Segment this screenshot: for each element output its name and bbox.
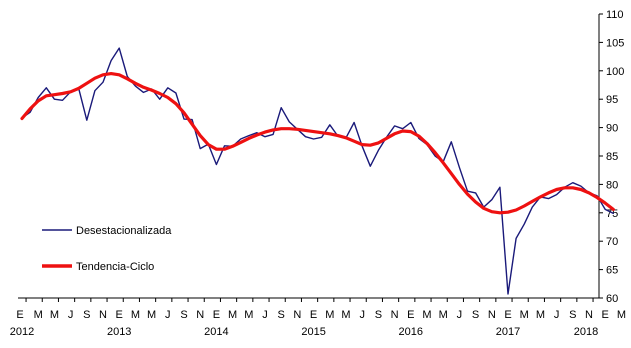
x-month-label: M xyxy=(131,309,140,321)
y-tick-label: 80 xyxy=(606,179,618,191)
x-month-label: M xyxy=(439,309,448,321)
y-tick-label: 65 xyxy=(606,265,618,277)
x-month-label: E xyxy=(310,309,317,321)
y-tick-label: 105 xyxy=(606,37,624,49)
x-month-label: E xyxy=(213,309,220,321)
x-month-label: M xyxy=(617,309,626,321)
x-month-label: E xyxy=(602,309,609,321)
series-layer xyxy=(20,47,615,295)
legend: Desestacionalizada Tendencia-Ciclo xyxy=(42,225,172,273)
x-month-label: E xyxy=(407,309,414,321)
x-year-label: 2017 xyxy=(496,326,520,338)
series-line-desestacionalizada xyxy=(21,47,614,295)
x-month-label: M xyxy=(244,309,253,321)
x-year-label: 2015 xyxy=(301,326,325,338)
y-tick-label: 100 xyxy=(606,66,624,78)
x-month-label: M xyxy=(520,309,529,321)
y-tick-label: 85 xyxy=(606,151,618,163)
x-month-label: J xyxy=(68,309,74,321)
x-month-label: E xyxy=(116,309,123,321)
x-year-label: 2013 xyxy=(107,326,131,338)
x-month-label: M xyxy=(341,309,350,321)
legend-label-desestacionalizada: Desestacionalizada xyxy=(76,225,172,237)
x-month-label: M xyxy=(228,309,237,321)
x-month-label: S xyxy=(180,309,187,321)
y-tick-label: 70 xyxy=(606,236,618,248)
x-year-label: 2012 xyxy=(10,326,34,338)
legend-label-tendencia-ciclo: Tendencia-Ciclo xyxy=(76,261,154,273)
x-year-label: 2014 xyxy=(204,326,228,338)
x-year-label: 2016 xyxy=(399,326,423,338)
x-month-label: N xyxy=(196,309,204,321)
x-month-label: M xyxy=(325,309,334,321)
x-month-label: N xyxy=(99,309,107,321)
y-tick-label: 110 xyxy=(606,9,624,21)
y-tick-label: 90 xyxy=(606,123,618,135)
x-month-label: J xyxy=(457,309,463,321)
series-line-tendencia-ciclo xyxy=(20,71,615,215)
x-month-label: N xyxy=(488,309,496,321)
x-month-label: S xyxy=(472,309,479,321)
y-tick-label: 60 xyxy=(606,293,618,305)
x-month-label: M xyxy=(147,309,156,321)
x-month-label: J xyxy=(262,309,268,321)
x-month-label: J xyxy=(554,309,560,321)
x-month-label: N xyxy=(391,309,399,321)
x-month-label: J xyxy=(165,309,171,321)
x-month-label: M xyxy=(50,309,59,321)
x-month-label: M xyxy=(536,309,545,321)
x-month-label: M xyxy=(422,309,431,321)
x-month-label: S xyxy=(375,309,382,321)
x-month-label: M xyxy=(34,309,43,321)
x-month-label: N xyxy=(585,309,593,321)
x-month-label: E xyxy=(16,309,23,321)
x-month-label: S xyxy=(278,309,285,321)
x-month-label: E xyxy=(504,309,511,321)
y-tick-label: 95 xyxy=(606,94,618,106)
x-month-label: S xyxy=(83,309,90,321)
x-year-label: 2018 xyxy=(574,326,598,338)
x-month-label: J xyxy=(359,309,365,321)
x-month-label: N xyxy=(293,309,301,321)
x-month-label: S xyxy=(569,309,576,321)
